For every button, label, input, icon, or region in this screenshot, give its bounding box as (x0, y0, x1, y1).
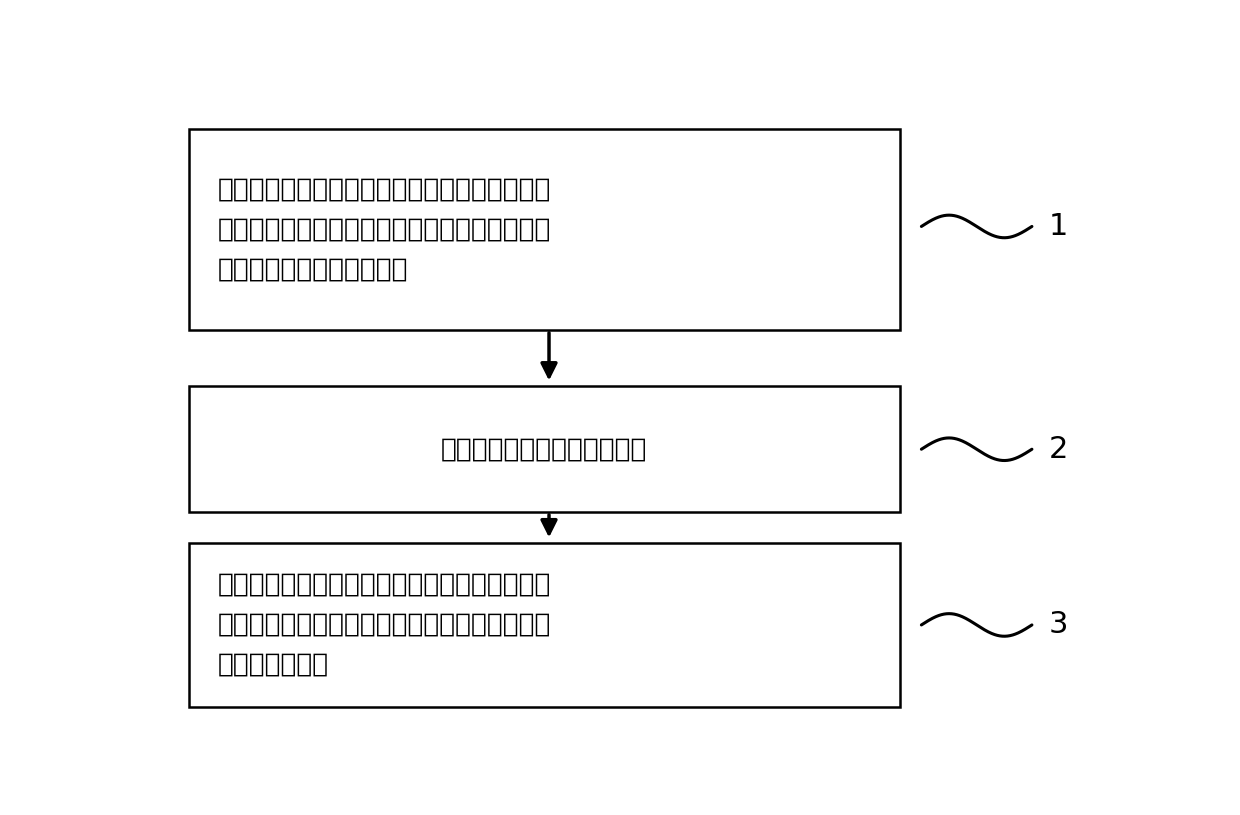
Text: 针对部分功率变换型电源广泛采用的正负序双同
步旋转坐标系电流控制器，推导不同控制目标下
新能源电源稳态电流表达式: 针对部分功率变换型电源广泛采用的正负序双同 步旋转坐标系电流控制器，推导不同控制… (217, 177, 551, 283)
Text: 3: 3 (1049, 610, 1068, 640)
Text: 2: 2 (1049, 434, 1068, 464)
Bar (188, 129, 900, 330)
Bar (188, 386, 900, 512)
Text: 分析海上风电直流送出系统故障特性，针对交流
电网侧严重故障情况，采用低穿平抑电阻控制法
对系统进行控制: 分析海上风电直流送出系统故障特性，针对交流 电网侧严重故障情况，采用低穿平抑电阻… (217, 572, 551, 678)
Text: 1: 1 (1049, 212, 1068, 241)
Bar (188, 544, 900, 707)
Text: 设计适合输电系统的控制策略: 设计适合输电系统的控制策略 (441, 436, 647, 462)
